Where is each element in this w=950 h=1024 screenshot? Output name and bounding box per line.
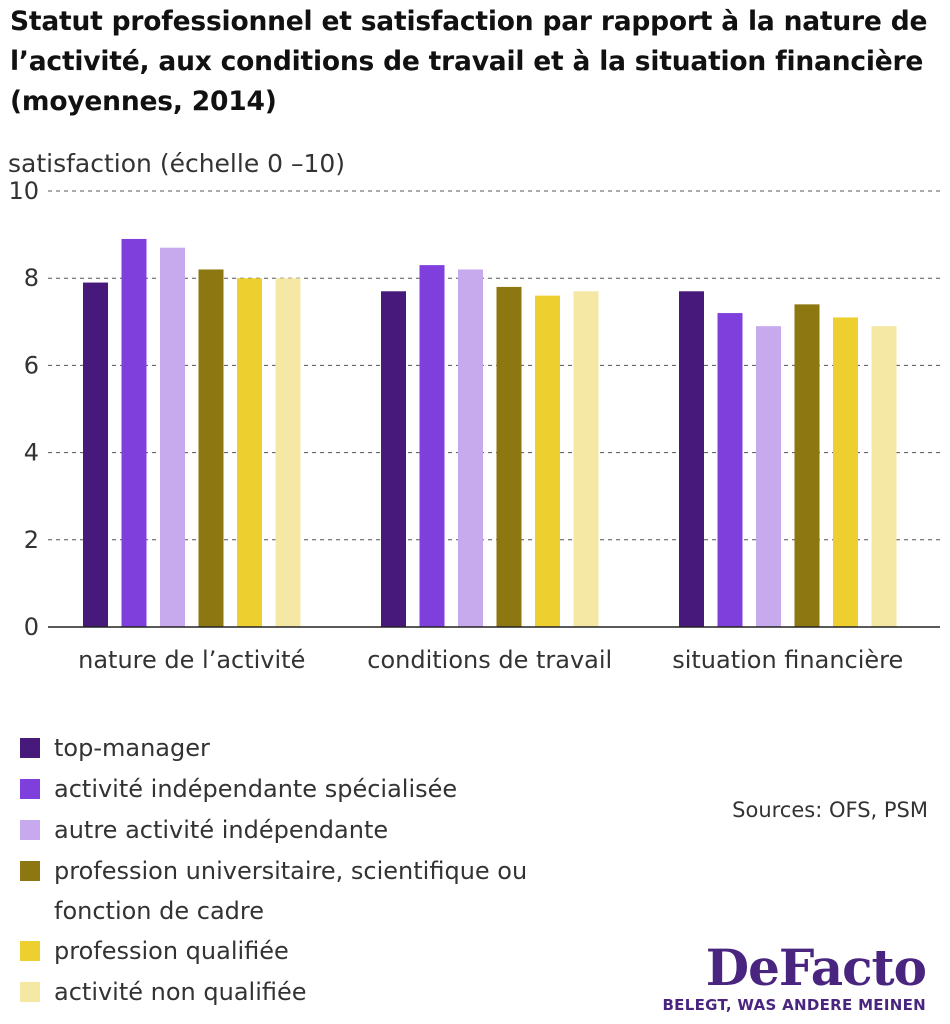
bar	[419, 265, 445, 627]
logo-tagline: BELEGT, WAS ANDERE MEINEN	[662, 996, 926, 1014]
bar	[496, 286, 522, 627]
y-tick-label: 10	[8, 177, 39, 205]
legend-swatch	[20, 738, 40, 758]
legend-item: profession qualifiée	[20, 931, 584, 972]
bar	[871, 326, 897, 627]
y-tick-label: 8	[24, 264, 39, 292]
legend-swatch	[20, 779, 40, 799]
bar-chart: satisfaction (échelle 0 –10) 0 2 4 6 8 10 nat…	[8, 149, 940, 674]
sources-note: Sources: OFS, PSM	[732, 798, 928, 822]
bar	[679, 291, 704, 627]
bar	[717, 313, 743, 627]
bar	[275, 278, 301, 627]
legend-label: profession universitaire, scientifique o…	[54, 857, 528, 925]
legend-swatch	[20, 982, 40, 1002]
bar	[573, 291, 599, 627]
legend-item: autre activité indépendante	[20, 810, 584, 851]
logo-wordmark: DeFacto	[705, 938, 927, 997]
y-tick-label: 0	[24, 613, 39, 641]
x-tick-label: situation financière	[672, 646, 903, 674]
y-tick-label: 4	[24, 439, 39, 467]
legend-swatch	[20, 941, 40, 961]
bar	[237, 278, 262, 627]
legend-label: autre activité indépendante	[54, 816, 389, 844]
bar	[535, 295, 560, 627]
y-axis-ticks: 0 2 4 6 8 10	[8, 177, 39, 641]
chart-title: Statut professionnel et satisfaction par…	[10, 6, 928, 117]
x-tick-label: conditions de travail	[367, 646, 612, 674]
bars	[83, 238, 897, 627]
legend-label: activité indépendante spécialisée	[54, 775, 458, 803]
x-axis-labels: nature de l’activité conditions de travai…	[78, 646, 903, 674]
legend-item: top-manager	[20, 728, 584, 769]
bar	[198, 269, 224, 627]
legend-swatch	[20, 820, 40, 840]
legend: top-manager activité indépendante spécia…	[20, 728, 584, 1013]
legend-label: activité non qualifiée	[54, 978, 307, 1006]
defacto-logo: DeFacto BELEGT, WAS ANDERE MEINEN	[662, 938, 927, 1015]
bar	[756, 326, 781, 627]
legend-swatch	[20, 861, 40, 881]
y-axis-label: satisfaction (échelle 0 –10)	[8, 149, 345, 178]
y-tick-label: 6	[24, 351, 39, 379]
legend-item: activité indépendante spécialisée	[20, 769, 584, 810]
x-tick-label: nature de l’activité	[78, 646, 305, 674]
y-tick-label: 2	[24, 526, 39, 554]
legend-item: profession universitaire, scientifique o…	[20, 851, 584, 931]
legend-label: top-manager	[54, 734, 210, 762]
bar	[160, 247, 185, 627]
legend-item: activité non qualifiée	[20, 972, 584, 1013]
bar	[833, 317, 858, 627]
bar	[794, 304, 820, 627]
bar	[83, 282, 108, 627]
bar	[458, 269, 483, 627]
bar	[381, 291, 406, 627]
legend-label: profession qualifiée	[54, 937, 289, 965]
bar	[121, 238, 147, 627]
